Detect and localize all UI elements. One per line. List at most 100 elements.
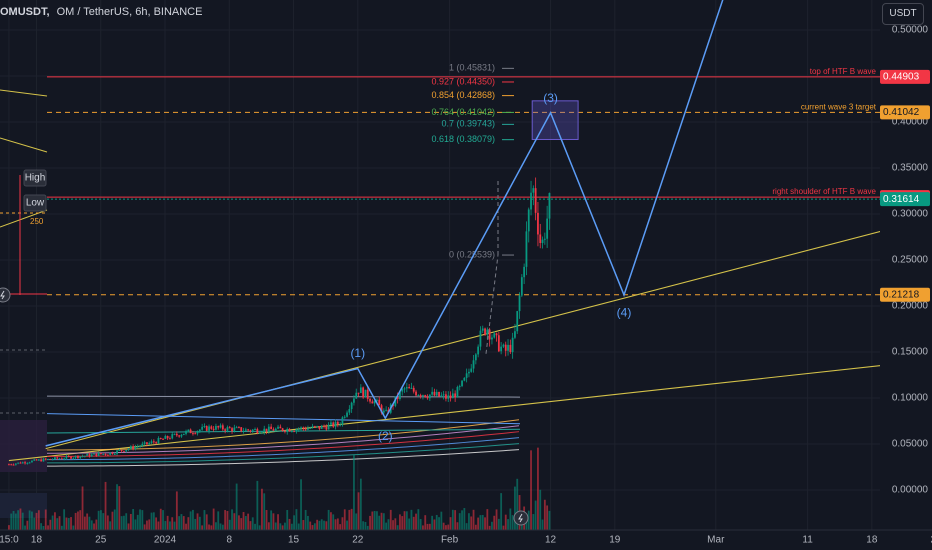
- candle-body: [346, 412, 348, 417]
- candle-body: [77, 455, 79, 459]
- time-axis: [0, 530, 932, 550]
- volume-bar: [454, 510, 457, 530]
- wave-label: (1): [350, 346, 365, 360]
- candle-body: [267, 426, 270, 432]
- volume-bar: [198, 516, 201, 530]
- volume-bar: [212, 508, 215, 530]
- volume-bar: [316, 519, 319, 530]
- candle-body: [205, 426, 208, 431]
- candle-body: [530, 192, 532, 210]
- candle-body: [63, 458, 66, 460]
- volume-bar: [178, 516, 181, 530]
- candle-body: [56, 457, 59, 459]
- fib-level-label: 0.854 (0.42868): [431, 90, 495, 100]
- moving-average: [46, 425, 520, 454]
- y-tick-label: 0.10000: [892, 393, 929, 404]
- candle-body: [458, 386, 461, 388]
- moving-average: [46, 443, 520, 464]
- volume-bar: [311, 525, 314, 530]
- volume-bar: [320, 519, 323, 530]
- candles: [8, 177, 551, 466]
- volume-bar: [162, 510, 164, 530]
- fib-level-label: 0.764 (0.41042): [431, 107, 495, 117]
- candle-body: [484, 328, 486, 335]
- candle-body: [238, 427, 240, 429]
- candle-body: [470, 368, 473, 372]
- candle-body: [428, 394, 431, 399]
- candle-body: [479, 330, 482, 347]
- candle-body: [288, 428, 291, 432]
- candle-body: [70, 456, 72, 459]
- volume-bar: [65, 517, 68, 530]
- volume-bar: [514, 486, 516, 530]
- candle-body: [350, 402, 353, 410]
- candle-body: [83, 455, 86, 457]
- candle-body: [17, 462, 20, 464]
- volume-bar: [507, 519, 509, 530]
- volume-bar: [431, 515, 434, 530]
- candle-body: [31, 460, 33, 463]
- candle-body: [72, 457, 75, 459]
- candle-body: [242, 430, 245, 432]
- volume-bar: [497, 518, 500, 530]
- volume-bar: [281, 525, 284, 530]
- candle-body: [366, 389, 369, 399]
- volume-bar: [295, 509, 298, 530]
- volume-bar: [417, 509, 420, 530]
- volume-bar: [355, 513, 358, 530]
- volume-bar: [79, 510, 82, 530]
- volume-bar: [173, 521, 176, 530]
- volume-bar: [44, 509, 47, 530]
- volume-bar: [203, 510, 206, 530]
- candle-body: [295, 429, 298, 432]
- volume-bar: [509, 508, 512, 530]
- candle-body: [493, 333, 496, 338]
- candle-body: [532, 188, 535, 193]
- volume-bar: [12, 510, 15, 530]
- volume-bar: [376, 511, 378, 530]
- volume-bar: [474, 524, 477, 530]
- candle-body: [104, 453, 107, 455]
- candle-body: [171, 434, 174, 439]
- volume-bar: [70, 517, 72, 530]
- volume-bar: [449, 517, 452, 530]
- volume-bar: [357, 492, 360, 530]
- volume-bar: [72, 525, 75, 530]
- candle-body: [265, 428, 268, 432]
- x-tick-label: 19: [609, 535, 621, 546]
- volume-bar: [433, 519, 436, 530]
- candle-body: [369, 398, 371, 402]
- candle-body: [215, 426, 217, 430]
- x-tick-label: 15: [288, 535, 300, 546]
- candle-body: [477, 346, 480, 355]
- candle-body: [194, 433, 197, 435]
- candle-body: [412, 387, 415, 392]
- candle-body: [433, 391, 436, 396]
- symbol-ticker[interactable]: OMUSDT,: [0, 6, 50, 18]
- y-tick-label: 0.05000: [892, 439, 929, 450]
- candle-body: [341, 417, 344, 425]
- volume-bar: [410, 509, 413, 530]
- candle-body: [185, 431, 187, 434]
- volume-bar: [42, 525, 45, 530]
- candle-body: [139, 446, 141, 448]
- volume-bars: [8, 447, 551, 530]
- volume-bar: [10, 513, 13, 530]
- volume-bar: [353, 455, 355, 530]
- candle-body: [339, 424, 342, 426]
- currency-button[interactable]: USDT: [882, 3, 924, 25]
- volume-bar: [465, 523, 468, 530]
- candle-body: [150, 441, 153, 443]
- candle-body: [500, 346, 503, 352]
- candle-body: [256, 429, 259, 433]
- candle-body: [353, 398, 355, 403]
- candle-body: [290, 431, 293, 433]
- candle-body: [336, 421, 339, 425]
- volume-bar: [157, 521, 160, 530]
- candle-body: [509, 344, 512, 353]
- candle-body: [449, 395, 452, 399]
- candle-body: [19, 462, 22, 464]
- candle-body: [235, 427, 238, 429]
- volume-bar: [54, 512, 56, 530]
